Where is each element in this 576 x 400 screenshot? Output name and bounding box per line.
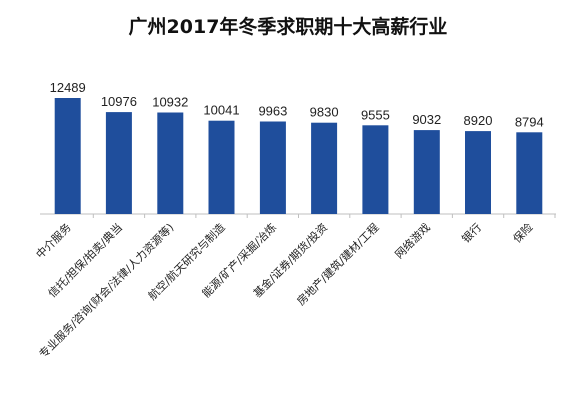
value-label-3: 10932 xyxy=(152,95,188,110)
value-label-5: 9963 xyxy=(258,104,287,119)
bar-4 xyxy=(208,120,235,214)
bar-8 xyxy=(413,130,440,214)
bar-5 xyxy=(259,121,286,214)
category-label-10: 保险 xyxy=(510,220,535,245)
value-label-4: 10041 xyxy=(203,103,239,118)
bar-3 xyxy=(157,112,184,214)
chart-title: 广州2017年冬季求职期十大高薪行业 xyxy=(128,16,448,38)
bar-6 xyxy=(311,122,338,214)
category-label-9: 银行 xyxy=(459,220,484,245)
value-label-7: 9555 xyxy=(361,107,390,122)
value-label-8: 9032 xyxy=(412,112,441,127)
category-label-7: 房地产/建筑/建材/工程 xyxy=(294,220,382,308)
bar-1 xyxy=(54,98,81,214)
value-label-1: 12489 xyxy=(50,80,86,95)
value-label-9: 8920 xyxy=(464,113,493,128)
value-label-10: 8794 xyxy=(515,114,544,129)
bar-9 xyxy=(465,131,491,214)
bar-7 xyxy=(362,125,389,214)
value-label-2: 10976 xyxy=(101,94,137,109)
bar-10 xyxy=(516,132,543,214)
value-label-6: 9830 xyxy=(310,105,339,120)
category-label-1: 中介服务 xyxy=(34,221,74,261)
category-label-8: 网络游戏 xyxy=(392,220,433,261)
bar-2 xyxy=(105,112,132,214)
